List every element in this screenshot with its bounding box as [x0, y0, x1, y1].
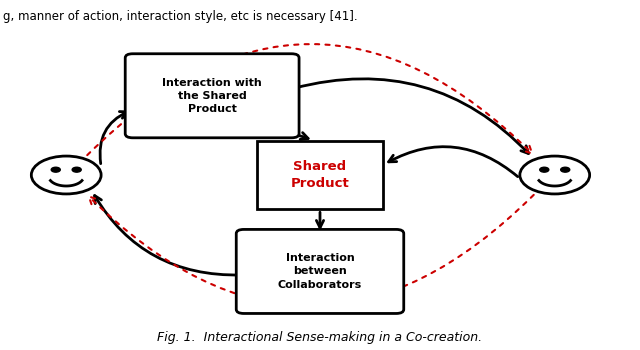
FancyBboxPatch shape	[236, 229, 404, 314]
Text: Shared
Product: Shared Product	[291, 160, 349, 190]
Text: Interaction
between
Collaborators: Interaction between Collaborators	[278, 253, 362, 290]
Text: Fig. 1.  Interactional Sense-making in a Co-creation.: Fig. 1. Interactional Sense-making in a …	[157, 331, 483, 344]
FancyArrowPatch shape	[294, 79, 529, 154]
FancyArrowPatch shape	[388, 147, 518, 177]
Circle shape	[540, 167, 549, 172]
FancyArrowPatch shape	[89, 195, 534, 306]
FancyArrowPatch shape	[316, 212, 324, 228]
Text: g, manner of action, interaction style, etc is necessary [41].: g, manner of action, interaction style, …	[3, 10, 357, 23]
FancyArrowPatch shape	[87, 44, 532, 155]
Circle shape	[51, 167, 60, 172]
FancyArrowPatch shape	[95, 196, 241, 275]
Circle shape	[561, 167, 570, 172]
Text: Interaction with
the Shared
Product: Interaction with the Shared Product	[163, 78, 262, 114]
Circle shape	[72, 167, 81, 172]
FancyArrowPatch shape	[228, 130, 308, 139]
FancyArrowPatch shape	[100, 112, 127, 164]
FancyBboxPatch shape	[125, 54, 299, 138]
Bar	[257, 141, 383, 209]
